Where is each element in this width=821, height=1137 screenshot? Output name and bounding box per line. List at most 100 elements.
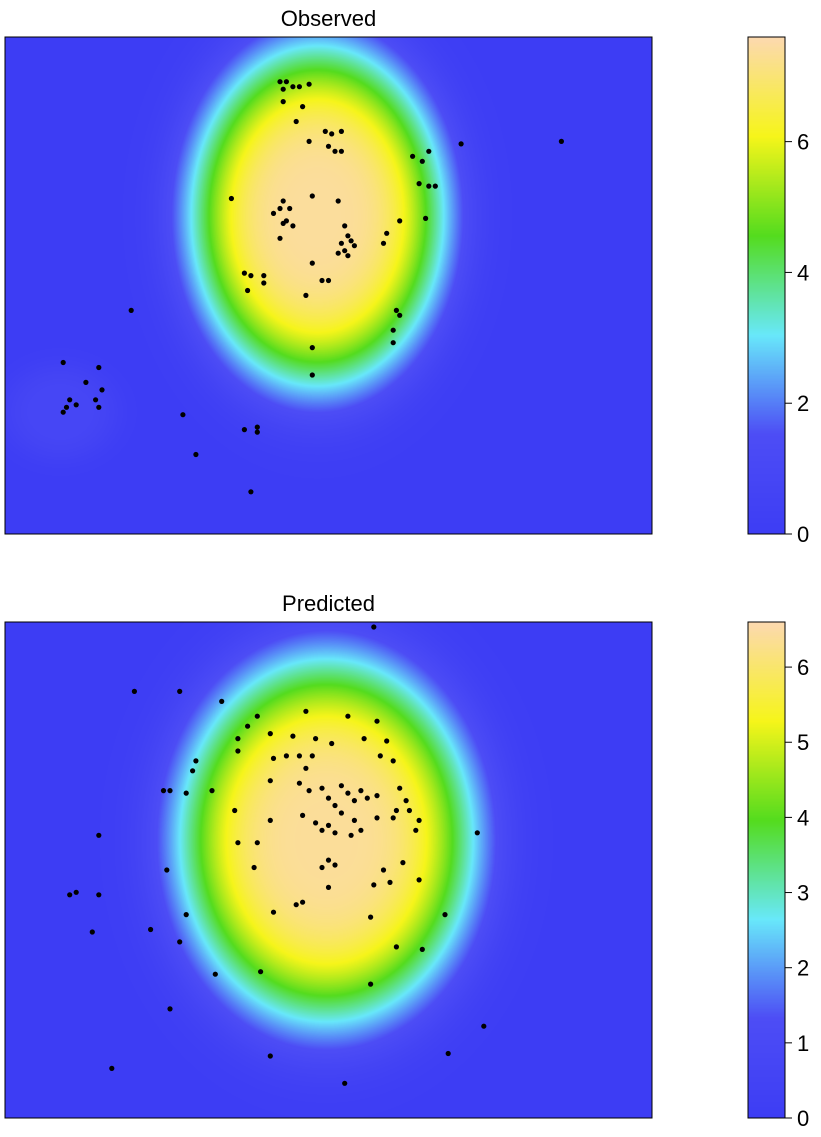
data-point [280, 220, 286, 226]
data-point [212, 971, 218, 977]
colorbar [748, 622, 785, 1118]
data-point [60, 359, 66, 366]
data-point [313, 820, 319, 826]
plot-frame [4, 621, 653, 1119]
data-point [345, 233, 351, 239]
data-point [380, 240, 387, 246]
data-point [270, 755, 277, 762]
data-point [267, 731, 273, 737]
data-point [390, 815, 396, 821]
data-point [228, 195, 234, 202]
data-point [245, 287, 251, 294]
data-point [319, 277, 325, 284]
data-point [358, 788, 364, 794]
data-point [406, 807, 412, 814]
data-point [397, 785, 403, 791]
data-point [60, 409, 66, 415]
data-point [329, 740, 335, 747]
data-point [270, 210, 277, 216]
data-point [300, 104, 306, 110]
data-point [338, 240, 344, 246]
data-point [416, 877, 422, 883]
data-point [416, 181, 422, 187]
data-point [458, 141, 464, 147]
data-point [131, 688, 137, 695]
data-point [325, 884, 332, 891]
data-point [96, 404, 102, 410]
data-point [393, 807, 399, 814]
data-point [63, 404, 70, 410]
data-point [342, 248, 348, 254]
data-point [351, 243, 357, 249]
data-point [306, 788, 312, 794]
colorbar-tick-label: 3 [797, 881, 809, 906]
data-point [128, 307, 134, 313]
data-point [332, 148, 338, 154]
data-point [180, 412, 186, 418]
colorbar-tick-label: 1 [797, 1031, 809, 1056]
density-heatmap [5, 622, 652, 1118]
data-point [287, 205, 293, 212]
data-point [300, 812, 306, 819]
data-point [445, 1050, 451, 1057]
data-point [254, 713, 260, 719]
colorbar-tick-label: 4 [797, 260, 809, 285]
data-point [390, 758, 396, 764]
data-point [177, 688, 183, 695]
data-point [380, 867, 387, 873]
data-point [558, 138, 565, 144]
data-point [358, 827, 364, 833]
data-point [219, 698, 225, 705]
data-point [109, 1065, 115, 1071]
data-point [397, 312, 403, 318]
data-point [338, 810, 344, 816]
data-point [290, 733, 296, 739]
data-point [345, 253, 351, 259]
data-point [164, 867, 170, 873]
data-point [93, 397, 99, 403]
data-point [209, 788, 215, 794]
data-point [348, 832, 354, 838]
panel-title: Predicted [282, 591, 375, 616]
colorbar-tick-label: 6 [797, 655, 809, 680]
data-point [296, 753, 302, 759]
data-point [232, 807, 238, 814]
data-point [303, 765, 309, 771]
data-point [309, 193, 315, 199]
data-point [364, 795, 370, 801]
data-point [342, 223, 348, 229]
chart-panel-1: Predicted 0 1 2 3 4 5 6 [4, 591, 809, 1131]
data-point [254, 424, 260, 430]
density-heatmap [5, 37, 652, 534]
data-point [235, 748, 241, 754]
data-point [96, 832, 102, 838]
data-point [267, 1053, 273, 1059]
data-point [241, 270, 247, 276]
data-point [73, 889, 79, 895]
colorbar-tick-label: 0 [797, 1106, 809, 1131]
data-point [167, 788, 173, 794]
data-point [83, 379, 89, 385]
data-point [248, 273, 254, 279]
point-layer [60, 79, 565, 495]
data-point [148, 926, 154, 933]
colorbar [748, 37, 785, 534]
data-point [67, 892, 73, 898]
data-point [313, 736, 319, 742]
data-point [183, 790, 189, 796]
data-point [442, 912, 448, 918]
data-point [481, 1023, 487, 1029]
data-point [277, 235, 283, 241]
data-point [325, 143, 332, 149]
data-point [423, 215, 429, 221]
data-point [393, 307, 399, 313]
data-point [296, 780, 302, 786]
data-point [303, 292, 309, 298]
data-point [387, 879, 393, 886]
data-point [254, 429, 260, 435]
data-point [332, 862, 338, 868]
data-point [270, 909, 277, 915]
data-point [397, 218, 403, 224]
data-point [322, 128, 328, 134]
